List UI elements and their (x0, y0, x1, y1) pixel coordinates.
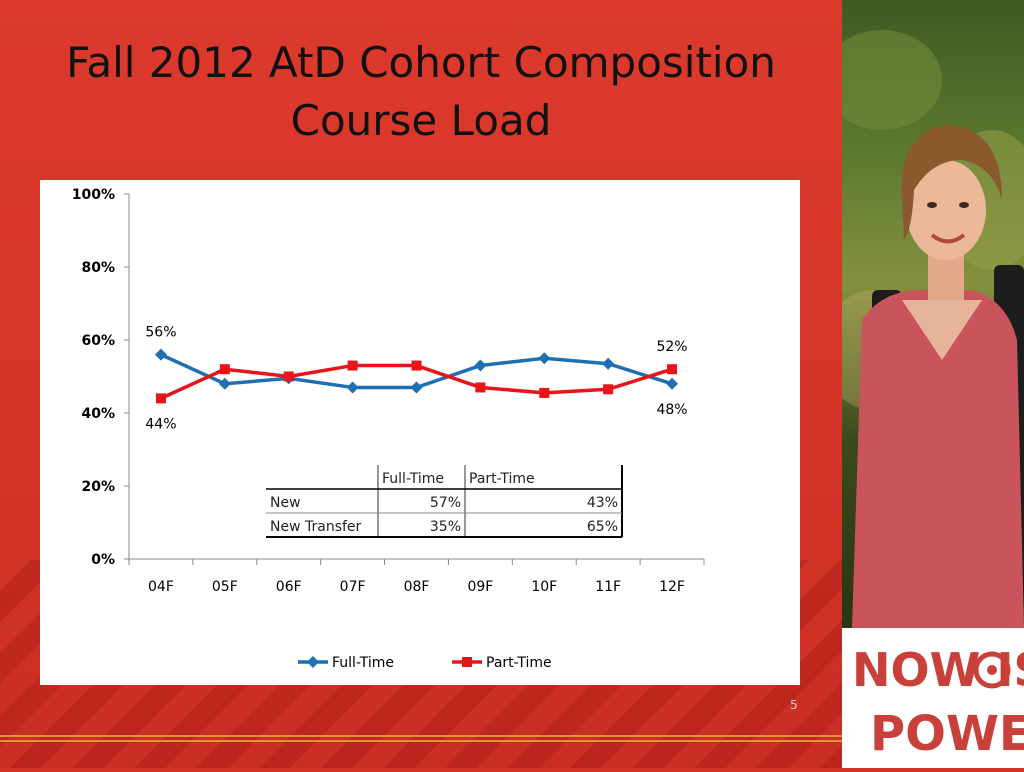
point-part-time (347, 360, 358, 371)
point-part-time (667, 364, 678, 375)
table-cell: 57% (430, 495, 461, 511)
point-part-time (411, 360, 422, 371)
y-tick-label: 80% (81, 260, 115, 276)
y-tick-label: 60% (81, 333, 115, 349)
point-full-time (218, 377, 231, 390)
x-tick-label: 09F (467, 579, 493, 595)
page-number: 5 (790, 698, 798, 712)
student-photo (842, 0, 1024, 628)
line-chart: 0% 20% 40% 60% 80% 100% 04F 05F 06F 07F 08F 09F 10F 1… (72, 187, 705, 671)
x-tick-label: 04F (148, 579, 174, 595)
point-full-time (538, 352, 551, 365)
y-tick-label: 20% (81, 479, 115, 495)
chart-container: 0% 20% 40% 60% 80% 100% 04F 05F 06F 07F 08F 09F 10F 1… (40, 180, 800, 685)
now-is-power-logo: NOW IS POWER (842, 628, 1024, 768)
table-cell: 43% (587, 495, 618, 511)
point-full-time (154, 348, 167, 361)
y-tick-label: 100% (72, 187, 115, 203)
table-header: Part-Time (469, 471, 535, 487)
x-tick-label: 08F (404, 579, 430, 595)
point-part-time (283, 371, 294, 382)
x-tick-label: 12F (659, 579, 685, 595)
table-row-label: New (270, 495, 301, 511)
table-row-label: New Transfer (270, 519, 362, 535)
point-part-time (603, 384, 614, 395)
x-tick-label: 10F (531, 579, 557, 595)
logo-line1: NOW IS (852, 643, 1024, 697)
logo-line2: POWER (870, 706, 1024, 762)
y-tick-label: 0% (91, 552, 115, 568)
y-tick-label: 40% (81, 406, 115, 422)
legend-label-full-time: Full-Time (332, 655, 394, 671)
inset-table-bg (266, 465, 622, 537)
x-tick-label: 11F (595, 579, 621, 595)
legend-marker-part-time (462, 657, 472, 667)
legend-label-part-time: Part-Time (486, 655, 552, 671)
decorative-lines (0, 735, 842, 749)
point-full-time (602, 357, 615, 370)
point-full-time (474, 359, 487, 372)
data-label: 56% (145, 325, 176, 341)
legend-marker-full-time (307, 656, 319, 668)
slide-title-line2: Course Load (290, 96, 552, 145)
point-part-time (219, 364, 230, 375)
data-label: 48% (656, 402, 687, 418)
x-tick-label: 07F (340, 579, 366, 595)
table-cell: 35% (430, 519, 461, 535)
table-header: Full-Time (382, 471, 444, 487)
data-label: 44% (145, 416, 176, 432)
student-photo-art (842, 30, 1024, 628)
point-full-time (666, 377, 679, 390)
point-full-time (346, 381, 359, 394)
slide-title-line1: Fall 2012 AtD Cohort Composition (66, 38, 776, 87)
x-tick-label: 06F (276, 579, 302, 595)
point-part-time (155, 393, 166, 404)
x-tick-label: 05F (212, 579, 238, 595)
point-full-time (410, 381, 423, 394)
point-part-time (539, 387, 550, 398)
table-cell: 65% (587, 519, 618, 535)
slide-title: Fall 2012 AtD Cohort Composition Course … (0, 34, 842, 150)
logo-art: NOW IS POWER (852, 643, 1024, 762)
data-label: 52% (656, 339, 687, 355)
point-part-time (475, 382, 486, 393)
